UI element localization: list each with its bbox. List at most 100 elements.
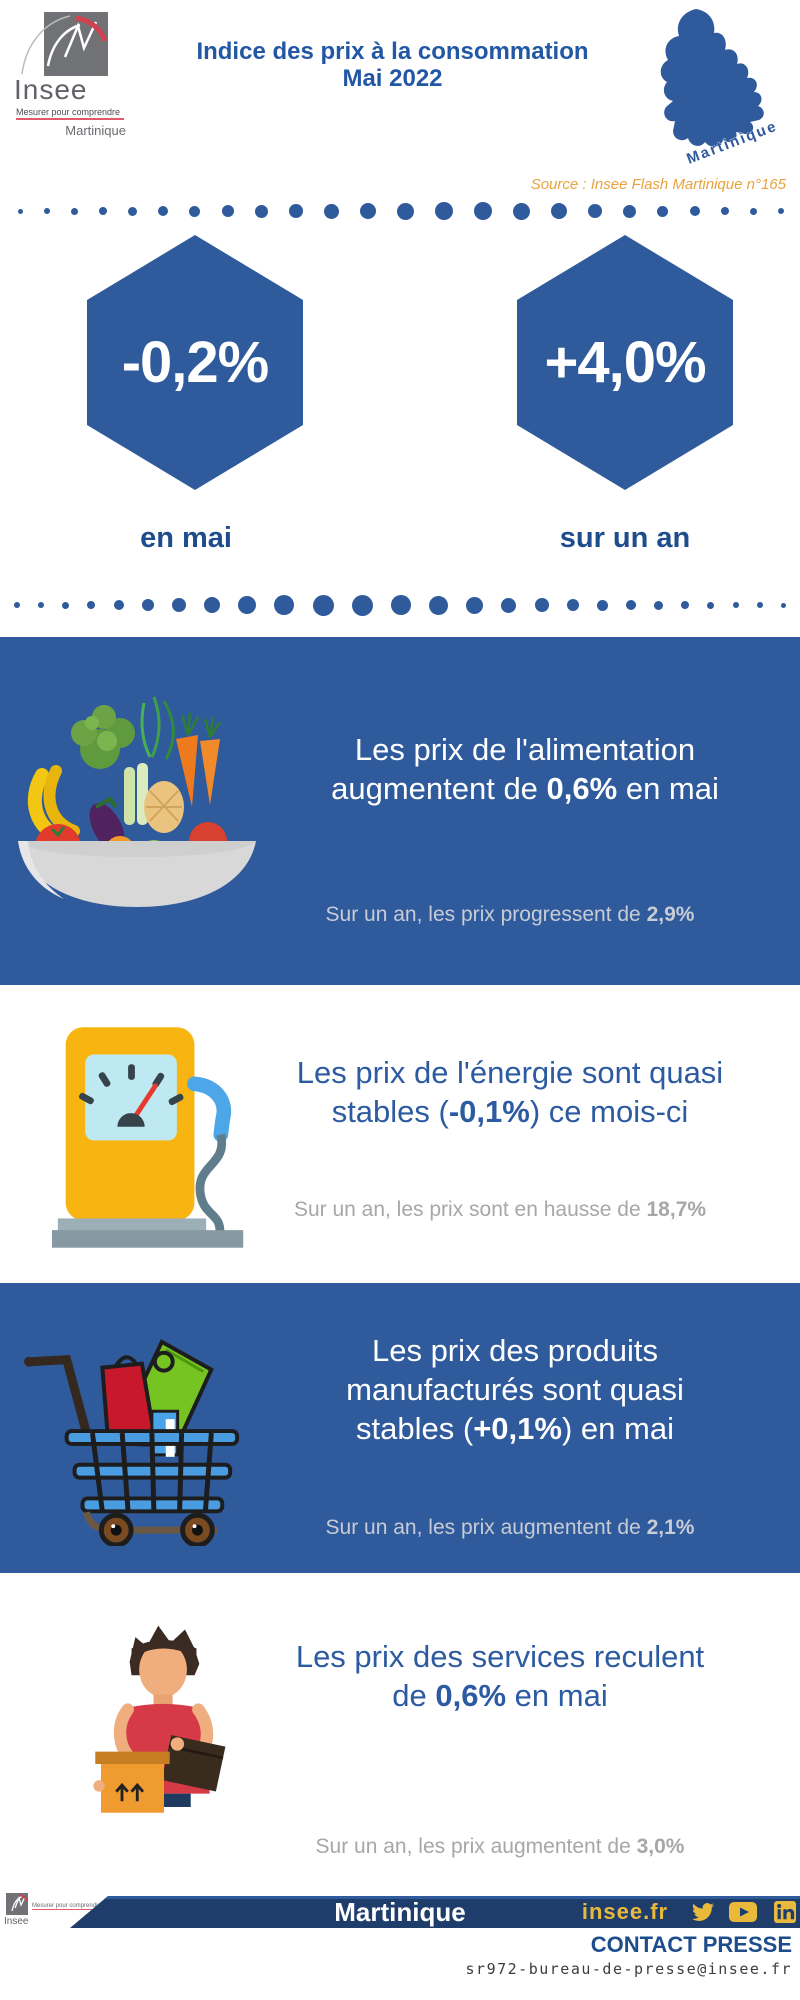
headline-services-line2: de 0,6% en mai bbox=[392, 1678, 608, 1713]
divider-dot bbox=[588, 204, 603, 218]
divider-dot bbox=[238, 596, 257, 614]
headline-produits-line3: stables (+0,1%) en mai bbox=[356, 1411, 674, 1446]
insee-fr-link[interactable]: insee.fr bbox=[581, 1899, 669, 1924]
divider-dot bbox=[435, 202, 454, 220]
divider-dot bbox=[657, 205, 669, 217]
headline-energie-line2: stables (-0,1%) ce mois-ci bbox=[331, 1094, 689, 1129]
divider-dot bbox=[71, 207, 79, 215]
divider-dot bbox=[221, 205, 234, 217]
food-bowl-icon bbox=[18, 696, 256, 907]
divider-dot bbox=[171, 598, 186, 612]
headline-alimentation-line2: augmentent de 0,6% en mai bbox=[331, 771, 719, 806]
headline-alimentation: Les prix de l'alimentation augmentent de… bbox=[260, 730, 790, 808]
divider-dot bbox=[732, 602, 739, 608]
insee-logo-tagline: Mesurer pour comprendre bbox=[16, 107, 124, 120]
divider-dot bbox=[359, 203, 376, 219]
divider-dot bbox=[390, 595, 411, 615]
delivery-person-icon bbox=[93, 1625, 226, 1813]
insee-logo: Insee Mesurer pour comprendre Martinique bbox=[14, 10, 126, 138]
divider-dot bbox=[429, 595, 449, 615]
divider-dot bbox=[99, 207, 108, 215]
headline-services-line1: Les prix des services reculent bbox=[295, 1639, 705, 1674]
section-energie: Les prix de l'énergie sont quasi stables… bbox=[0, 985, 800, 1283]
subline-produits-manufactures: Sur un an, les prix augmentent de 2,1% bbox=[325, 1516, 695, 1539]
kpi-hexagon-monthly: -0,2% bbox=[87, 235, 303, 490]
divider-dot bbox=[18, 208, 23, 214]
insee-logo-name: Insee bbox=[14, 74, 88, 105]
divider-dot bbox=[625, 600, 636, 610]
kpi-hexagon-yearly: +4,0% bbox=[517, 235, 733, 490]
linkedin-icon[interactable] bbox=[774, 1901, 796, 1923]
divider-dot bbox=[756, 602, 763, 608]
divider-dot bbox=[351, 594, 373, 616]
headline-produits-manufactures: Les prix des produits manufacturés sont … bbox=[250, 1331, 780, 1448]
divider-dot bbox=[44, 208, 51, 214]
divider-dot bbox=[780, 602, 786, 608]
footer-insee-logo-name: Insee bbox=[4, 1916, 29, 1927]
divider-dot bbox=[707, 601, 715, 609]
section-alimentation: Les prix de l'alimentation augmentent de… bbox=[0, 637, 800, 985]
divider-dot bbox=[689, 206, 700, 216]
divider-dot bbox=[274, 595, 295, 615]
twitter-icon[interactable] bbox=[690, 1901, 716, 1923]
headline-energie: Les prix de l'énergie sont quasi stables… bbox=[230, 1053, 790, 1131]
martinique-map-icon: Martinique bbox=[660, 9, 780, 168]
divider-dot bbox=[566, 599, 579, 611]
subline-services: Sur un an, les prix augmentent de 3,0% bbox=[315, 1835, 685, 1858]
divider-dot bbox=[288, 204, 303, 218]
divider-dot bbox=[312, 594, 334, 616]
divider-dot bbox=[749, 207, 757, 215]
contact-presse-email[interactable]: sr972-bureau-de-presse@insee.fr bbox=[465, 1960, 792, 1978]
footer-insee-logo-mark-icon bbox=[6, 1893, 28, 1915]
kpi-label-monthly: en mai bbox=[140, 522, 232, 554]
page-title: Indice des prix à la consommation Mai 20… bbox=[100, 38, 685, 92]
divider-dot bbox=[14, 602, 20, 608]
source-note: Source : Insee Flash Martinique n°165 bbox=[530, 176, 786, 193]
divider-dot bbox=[141, 599, 154, 611]
footer-region: Martinique bbox=[334, 1897, 466, 1927]
youtube-icon[interactable] bbox=[728, 1901, 758, 1923]
divider-dot bbox=[720, 207, 729, 215]
divider-dot bbox=[204, 597, 221, 613]
footer-insee-logo-tagline: Mesurer pour comprendre bbox=[32, 1903, 102, 1910]
divider-dot bbox=[128, 206, 138, 216]
kpi-value-monthly: -0,2% bbox=[121, 330, 270, 395]
page-title-line2: Mai 2022 bbox=[342, 65, 443, 92]
headline-energie-line1: Les prix de l'énergie sont quasi bbox=[296, 1055, 724, 1090]
contact-presse-title: CONTACT PRESSE bbox=[590, 1932, 792, 1957]
divider-dot bbox=[474, 202, 493, 220]
page-title-line1: Indice des prix à la consommation bbox=[196, 38, 589, 65]
divider-dot bbox=[189, 205, 201, 217]
headline-alimentation-line1: Les prix de l'alimentation bbox=[354, 732, 696, 767]
divider-dot bbox=[596, 599, 608, 611]
headline-services: Les prix des services reculent de 0,6% e… bbox=[240, 1637, 760, 1715]
subline-energie: Sur un an, les prix sont en hausse de 18… bbox=[293, 1198, 707, 1221]
divider-dot bbox=[501, 597, 517, 613]
section-services: Les prix des services reculent de 0,6% e… bbox=[0, 1573, 800, 1890]
footer: Insee Mesurer pour comprendre Martinique… bbox=[0, 1890, 800, 2000]
divider-dot bbox=[87, 601, 96, 609]
divider-dot bbox=[551, 203, 568, 219]
footer-banner: Martinique insee.fr bbox=[70, 1896, 800, 1928]
dotted-divider-top bbox=[18, 200, 784, 222]
insee-logo-mark-icon bbox=[21, 12, 108, 76]
divider-dot bbox=[38, 602, 45, 608]
divider-dot bbox=[323, 203, 339, 219]
headline-produits-line2: manufacturés sont quasi bbox=[346, 1372, 684, 1407]
footer-banner-stripe bbox=[70, 1896, 800, 1899]
divider-dot bbox=[158, 206, 169, 216]
kpi-label-yearly: sur un an bbox=[559, 522, 691, 554]
fuel-pump-icon bbox=[52, 1027, 244, 1248]
divider-dot bbox=[254, 204, 268, 218]
divider-dot bbox=[654, 600, 664, 610]
subline-alimentation: Sur un an, les prix progressent de 2,9% bbox=[325, 903, 695, 926]
divider-dot bbox=[681, 601, 690, 609]
divider-dot bbox=[62, 601, 70, 609]
footer-insee-logo: Insee Mesurer pour comprendre bbox=[4, 1892, 134, 1932]
headline-produits-line1: Les prix des produits bbox=[371, 1333, 659, 1368]
divider-dot bbox=[777, 208, 784, 214]
shopping-cart-icon bbox=[24, 1339, 240, 1546]
insee-logo-region: Martinique bbox=[65, 123, 126, 138]
divider-dot bbox=[396, 202, 414, 220]
